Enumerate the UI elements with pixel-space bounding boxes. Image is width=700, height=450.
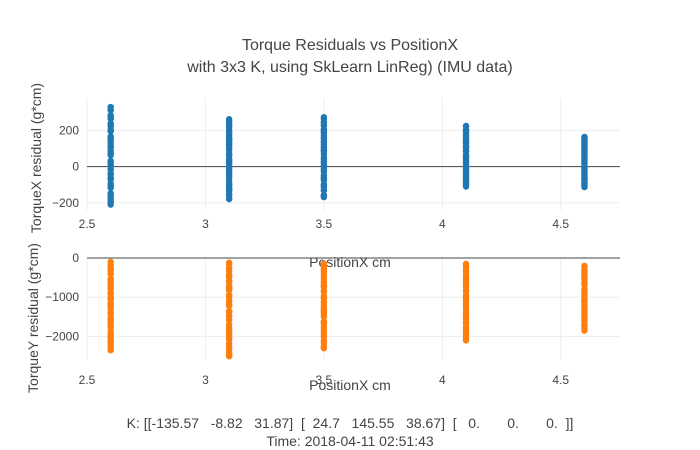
scatter-point	[225, 259, 233, 266]
y-tick-label: −2000	[45, 329, 79, 343]
subplot-torquey: 0 −1000 −2000 2.5 3 3.5 4 4.5 PositionX cm Tor…	[25, 243, 620, 393]
scatter-point	[107, 157, 114, 165]
scatter-point	[320, 318, 328, 325]
x-tick-label: 4.5	[552, 373, 569, 387]
torquex-points	[107, 103, 588, 208]
x-tick-label: 3.5	[316, 217, 333, 231]
k-matrix-annotation: K: [[-135.57 -8.82 31.87] [ 24.7 145.55 …	[127, 415, 574, 431]
scatter-point	[107, 111, 114, 119]
scatter-point	[225, 307, 233, 315]
scatter-point	[107, 133, 114, 140]
y-tick-label: 200	[59, 124, 79, 138]
x-tick-label: 3	[202, 217, 209, 231]
scatter-point	[107, 120, 114, 127]
x-tick-label: 4.5	[552, 217, 569, 231]
scatter-point	[462, 260, 470, 268]
scatter-point	[462, 122, 470, 130]
torquey-x-ticks: 2.5 3 3.5 4 4.5	[79, 373, 570, 387]
scatter-point	[581, 262, 588, 270]
x-tick-label: 2.5	[79, 373, 96, 387]
scatter-point	[107, 103, 114, 111]
torquey-gridlines	[86, 257, 620, 360]
x-tick-label: 4	[439, 217, 446, 231]
y-tick-label: −1000	[45, 290, 79, 304]
scatter-point	[320, 191, 328, 199]
torquey-y-axis-label: TorqueY residual (g*cm)	[25, 243, 41, 393]
scatter-point	[107, 190, 114, 197]
scatter-point	[581, 133, 588, 141]
torquey-points	[107, 258, 588, 360]
torquex-y-ticks: −200 0 200	[52, 124, 79, 210]
torquex-y-axis-label: TorqueX residual (g*cm)	[28, 83, 44, 233]
scatter-point	[320, 260, 328, 267]
x-tick-label: 3	[202, 373, 209, 387]
chart-title-line2: with 3x3 K, using SkLearn LinReg) (IMU d…	[186, 59, 512, 76]
y-tick-label: 0	[72, 160, 79, 174]
chart-title-line1: Torque Residuals vs PositionX	[242, 37, 458, 54]
scatter-point	[225, 116, 233, 123]
y-tick-label: 0	[72, 251, 79, 265]
y-tick-label: −200	[52, 196, 79, 210]
timestamp-annotation: Time: 2018-04-11 02:51:43	[266, 433, 434, 449]
scatter-point	[225, 291, 233, 299]
torquey-y-ticks: 0 −1000 −2000	[45, 251, 79, 343]
scatter-point	[107, 275, 114, 283]
x-tick-label: 3.5	[316, 373, 333, 387]
x-tick-label: 2.5	[79, 217, 96, 231]
torquex-x-ticks: 2.5 3 3.5 4 4.5	[79, 217, 570, 231]
torquey-x-axis-label: PositionX cm	[309, 377, 391, 393]
x-tick-label: 4	[439, 373, 446, 387]
scatter-point	[107, 258, 114, 266]
scatter-point	[320, 114, 328, 121]
